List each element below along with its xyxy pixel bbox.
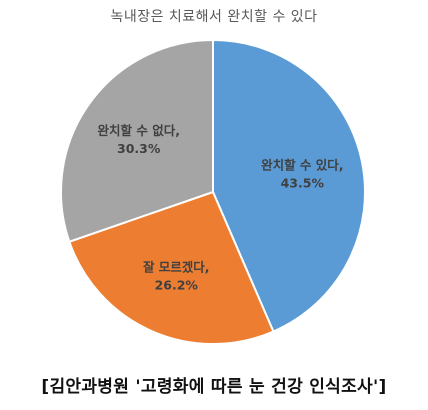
slice-label-2: 완치할 수 없다, [97,123,179,138]
slice-value-label-1: 26.2% [155,277,199,292]
source-caption: [김안과병원 '고령화에 따른 눈 건강 인식조사'] [41,377,387,397]
slice-label-0: 완치할 수 있다, [261,158,343,173]
chart-title: 녹내장은 치료해서 완치할 수 있다 [110,9,318,25]
slice-value-label-0: 43.5% [281,176,325,191]
pie-slice-0 [212,38,366,333]
pie-slice-1 [68,190,275,345]
slice-label-1: 잘 모르겠다, [143,259,210,274]
slice-value-label-2: 30.3% [117,141,161,156]
pie-slice-2 [60,38,214,243]
